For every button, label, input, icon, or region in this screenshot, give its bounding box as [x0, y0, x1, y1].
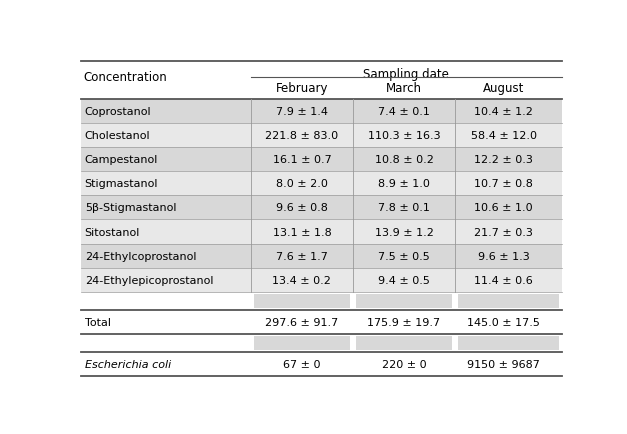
Bar [81, 124, 562, 148]
Text: 5β-Stigmastanol: 5β-Stigmastanol [85, 203, 176, 213]
Bar [81, 292, 562, 310]
Text: February: February [276, 82, 328, 95]
Text: 7.9 ± 1.4: 7.9 ± 1.4 [276, 107, 328, 117]
Text: 8.9 ± 1.0: 8.9 ± 1.0 [378, 179, 430, 189]
Text: 110.3 ± 16.3: 110.3 ± 16.3 [367, 131, 440, 141]
Text: August: August [483, 82, 524, 95]
Bar [81, 148, 562, 172]
Text: 9.4 ± 0.5: 9.4 ± 0.5 [378, 275, 430, 285]
Bar [356, 294, 452, 308]
Text: Coprostanol: Coprostanol [85, 107, 151, 117]
Text: 145.0 ± 17.5: 145.0 ± 17.5 [467, 317, 540, 327]
Text: Cholestanol: Cholestanol [85, 131, 150, 141]
Bar [81, 220, 562, 244]
Text: 10.6 ± 1.0: 10.6 ± 1.0 [474, 203, 533, 213]
Text: 7.8 ± 0.1: 7.8 ± 0.1 [378, 203, 430, 213]
Text: 16.1 ± 0.7: 16.1 ± 0.7 [273, 155, 331, 165]
Text: 8.0 ± 2.0: 8.0 ± 2.0 [276, 179, 328, 189]
Text: 12.2 ± 0.3: 12.2 ± 0.3 [474, 155, 533, 165]
Bar [458, 294, 559, 308]
Bar [81, 268, 562, 292]
Text: 21.7 ± 0.3: 21.7 ± 0.3 [474, 227, 533, 237]
Text: Stigmastanol: Stigmastanol [85, 179, 158, 189]
Text: March: March [386, 82, 422, 95]
Text: Campestanol: Campestanol [85, 155, 158, 165]
Text: 175.9 ± 19.7: 175.9 ± 19.7 [367, 317, 441, 327]
Bar [81, 99, 562, 124]
Text: 24-Ethylcoprostanol: 24-Ethylcoprostanol [85, 251, 196, 261]
Text: 9150 ± 9687: 9150 ± 9687 [467, 359, 540, 369]
Text: 13.9 ± 1.2: 13.9 ± 1.2 [374, 227, 433, 237]
Bar [81, 244, 562, 268]
Bar [81, 172, 562, 196]
Bar [254, 294, 350, 308]
Text: 24-Ethylepicoprostanol: 24-Ethylepicoprostanol [85, 275, 213, 285]
Text: Total: Total [85, 317, 111, 327]
Text: 221.8 ± 83.0: 221.8 ± 83.0 [265, 131, 339, 141]
Bar [254, 336, 350, 350]
Bar [81, 334, 562, 352]
Text: Concentration: Concentration [83, 70, 167, 83]
Text: 7.6 ± 1.7: 7.6 ± 1.7 [276, 251, 328, 261]
Text: 10.7 ± 0.8: 10.7 ± 0.8 [474, 179, 533, 189]
Text: Escherichia coli: Escherichia coli [85, 359, 171, 369]
Text: 9.6 ± 1.3: 9.6 ± 1.3 [478, 251, 529, 261]
Bar [81, 196, 562, 220]
Bar [81, 62, 562, 99]
Bar [356, 336, 452, 350]
Text: Sitostanol: Sitostanol [85, 227, 140, 237]
Bar [81, 310, 562, 334]
Text: 9.6 ± 0.8: 9.6 ± 0.8 [276, 203, 328, 213]
Text: 10.4 ± 1.2: 10.4 ± 1.2 [474, 107, 533, 117]
Text: 67 ± 0: 67 ± 0 [283, 359, 320, 369]
Text: 13.1 ± 1.8: 13.1 ± 1.8 [273, 227, 331, 237]
Text: 58.4 ± 12.0: 58.4 ± 12.0 [470, 131, 537, 141]
Bar [458, 336, 559, 350]
Text: 7.4 ± 0.1: 7.4 ± 0.1 [378, 107, 430, 117]
Text: 7.5 ± 0.5: 7.5 ± 0.5 [378, 251, 430, 261]
Text: 297.6 ± 91.7: 297.6 ± 91.7 [265, 317, 339, 327]
Text: 220 ± 0: 220 ± 0 [382, 359, 426, 369]
Text: Sampling date: Sampling date [364, 68, 450, 81]
Text: 10.8 ± 0.2: 10.8 ± 0.2 [374, 155, 433, 165]
Text: 11.4 ± 0.6: 11.4 ± 0.6 [474, 275, 533, 285]
Text: 13.4 ± 0.2: 13.4 ± 0.2 [273, 275, 331, 285]
Bar [81, 352, 562, 376]
